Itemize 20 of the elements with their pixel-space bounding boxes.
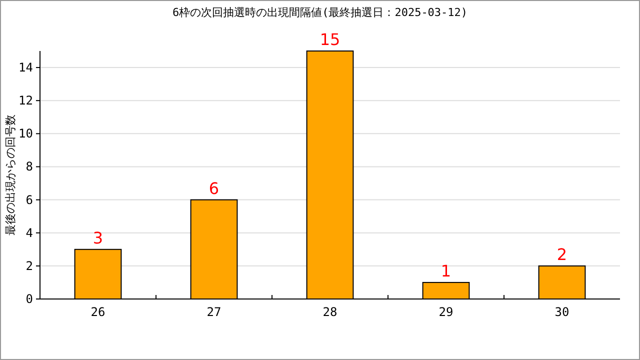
chart-title: 6枠の次回抽選時の出現間隔値(最終抽選日：2025-03-12) <box>172 6 468 19</box>
y-tick-label: 4 <box>26 226 33 240</box>
x-tick-label: 30 <box>554 305 570 319</box>
x-tick-label: 26 <box>90 305 106 319</box>
y-tick-label: 0 <box>26 292 33 306</box>
y-tick-label: 6 <box>26 192 33 207</box>
y-axis-title: 最後の出現からの回号数 <box>4 114 17 236</box>
x-tick-label: 27 <box>206 305 222 319</box>
data-label: 1 <box>440 261 452 280</box>
y-tick-label: 8 <box>26 160 33 174</box>
data-label: 3 <box>92 228 104 248</box>
y-tick-label: 2 <box>26 258 33 273</box>
data-label: 15 <box>320 30 340 49</box>
x-tick-label: 29 <box>438 305 454 319</box>
data-label: 6 <box>208 178 220 198</box>
x-tick-label: 28 <box>322 305 338 319</box>
data-label: 2 <box>556 244 568 264</box>
y-tick-label: 12 <box>18 94 33 108</box>
y-tick-label: 14 <box>18 60 33 75</box>
y-tick-label: 10 <box>18 126 33 141</box>
